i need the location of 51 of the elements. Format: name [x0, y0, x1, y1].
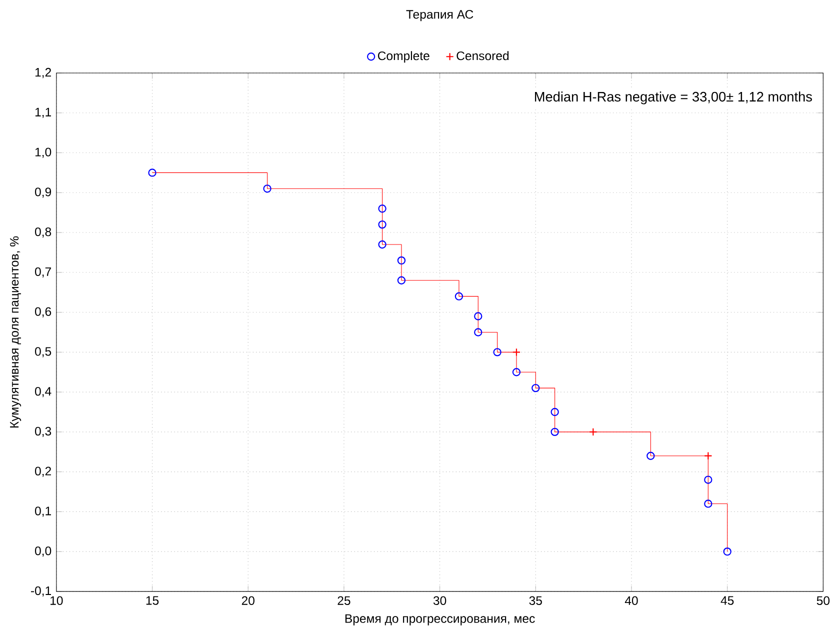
y-tick-label: 1,2	[35, 68, 51, 78]
point	[378, 220, 386, 228]
x-tick-label: 30	[433, 596, 446, 605]
point	[646, 452, 655, 460]
point	[493, 348, 502, 356]
point	[474, 312, 482, 320]
y-tick-label: 0,8	[35, 227, 52, 238]
x-tick-label: 20	[242, 596, 254, 605]
y-tick-label: 0,6	[35, 307, 52, 318]
y-tick-label: 1,1	[35, 108, 51, 118]
point	[512, 348, 521, 356]
x-tick-label: 15	[146, 596, 159, 605]
x-tick-label: 45	[720, 596, 734, 605]
point	[512, 368, 521, 376]
y-tick-label: 0,2	[35, 466, 51, 477]
y-tick-label: 0,9	[35, 187, 52, 198]
x-tick-label: 50	[816, 596, 830, 605]
point	[723, 547, 732, 556]
x-tick-label: 10	[50, 596, 63, 605]
x-tick-label: 40	[624, 596, 638, 605]
y-tick-label: 1,0	[35, 148, 52, 158]
y-tick-label: -0,1	[31, 586, 51, 596]
x-tick-label: 25	[338, 596, 350, 605]
y-tick-label: 0,0	[35, 546, 52, 556]
point	[550, 408, 559, 416]
point	[589, 428, 598, 436]
legend-label: Censored	[456, 50, 509, 60]
point	[704, 499, 712, 508]
point	[378, 240, 386, 248]
x-axis-title: Время до прогрессирования, мес	[345, 614, 535, 626]
y-tick-label: 0,1	[35, 506, 51, 517]
point	[397, 276, 406, 284]
legend-label: Complete	[378, 50, 430, 62]
y-tick-label: 0,4	[35, 386, 52, 397]
point	[378, 204, 386, 213]
point	[532, 384, 540, 392]
point	[454, 292, 464, 300]
point	[704, 476, 712, 484]
legend-title: Терапия АС	[406, 10, 474, 21]
point	[397, 256, 406, 264]
point	[704, 452, 712, 460]
y-tick-label: 0,5	[35, 346, 52, 358]
annotation: Median H-Ras negative = 33,00± 1,12 months	[535, 91, 812, 104]
x-tick-label: 35	[529, 596, 542, 605]
y-tick-label: 0,3	[35, 426, 52, 437]
point	[550, 428, 559, 436]
point	[474, 328, 482, 336]
point	[148, 168, 156, 177]
y-axis-title: Кумулятивная доля пациентов, %	[10, 236, 22, 428]
point	[263, 184, 272, 193]
y-tick-label: 0,7	[35, 267, 51, 278]
